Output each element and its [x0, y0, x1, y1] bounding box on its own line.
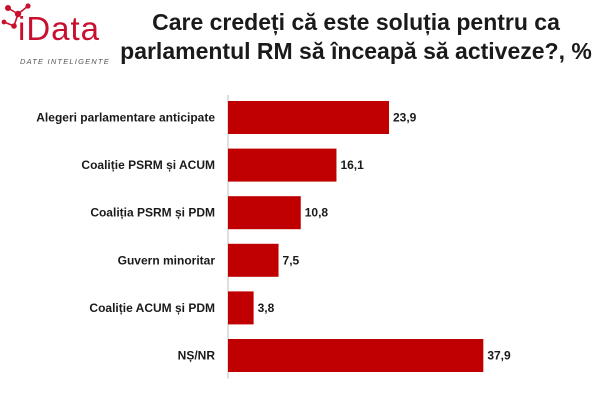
data-label: 23,9: [393, 111, 417, 125]
chart-title: Care credeți că este soluția pentru ca p…: [120, 9, 592, 64]
category-label: NȘ/NR: [178, 349, 216, 363]
category-label: Coaliție PSRM și ACUM: [81, 158, 215, 172]
data-label: 3,8: [258, 301, 275, 315]
bar: [228, 291, 254, 325]
idata-logo: iData DATE INTELIGENTE: [0, 0, 118, 72]
data-label: 10,8: [305, 206, 329, 220]
category-label: Guvern minoritar: [118, 253, 216, 267]
data-label: 37,9: [487, 349, 511, 363]
data-label: 16,1: [340, 158, 364, 172]
category-label: Alegeri parlamentare anticipate: [36, 111, 215, 125]
logo-tagline: DATE INTELIGENTE: [20, 57, 110, 66]
bar: [228, 196, 301, 230]
data-label: 7,5: [283, 253, 300, 267]
bar: [228, 243, 279, 277]
logo-wordmark: iData: [18, 10, 101, 47]
bar: [228, 101, 390, 134]
category-label: Coaliție ACUM și PDM: [89, 301, 215, 315]
bar: [228, 148, 337, 182]
bar: [228, 339, 484, 372]
molecule-icon: [1, 3, 31, 29]
category-label: Coaliția PSRM și PDM: [90, 206, 215, 220]
